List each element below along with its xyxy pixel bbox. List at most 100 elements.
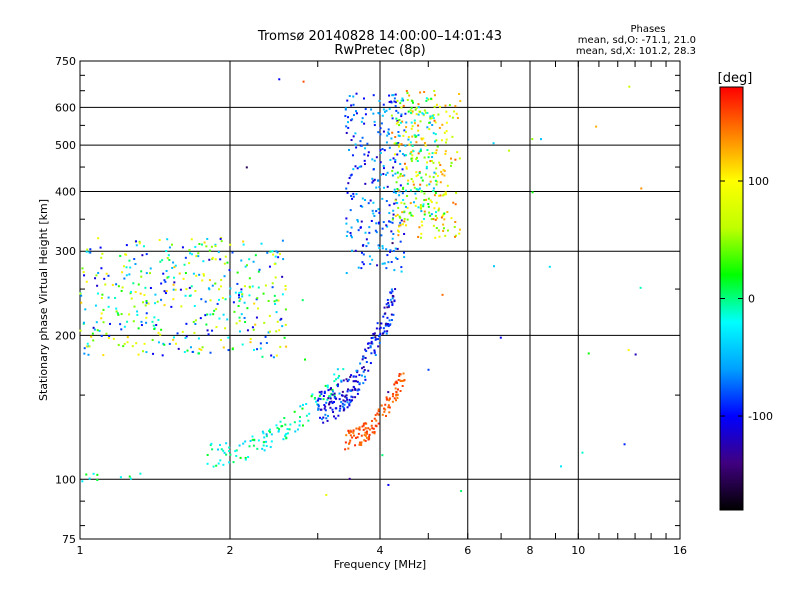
data-point	[137, 283, 140, 286]
data-point	[404, 144, 407, 147]
data-point	[407, 179, 410, 182]
data-point	[394, 247, 397, 250]
data-point	[318, 391, 321, 394]
data-point	[125, 266, 128, 269]
data-point	[402, 134, 405, 137]
data-point	[335, 378, 338, 381]
data-point	[428, 152, 431, 155]
data-point	[354, 388, 357, 391]
data-point	[391, 290, 394, 293]
data-point	[389, 158, 392, 161]
data-point	[357, 220, 360, 223]
data-point	[443, 193, 446, 196]
data-point	[402, 104, 405, 107]
data-point	[351, 399, 354, 402]
data-point	[231, 348, 234, 351]
data-point	[399, 224, 402, 227]
data-point	[454, 235, 457, 238]
data-point	[373, 350, 376, 353]
data-point	[257, 439, 260, 442]
data-point	[188, 262, 191, 265]
data-point	[135, 342, 138, 345]
data-point	[443, 131, 446, 134]
data-point	[394, 387, 397, 390]
data-point	[382, 103, 385, 106]
data-point	[311, 393, 314, 396]
data-point	[394, 191, 397, 194]
data-point	[178, 272, 181, 275]
data-point	[391, 169, 394, 172]
data-point	[315, 400, 318, 403]
data-point	[190, 285, 193, 288]
data-point	[174, 342, 177, 345]
data-point	[353, 380, 356, 383]
data-point	[446, 211, 449, 214]
data-point	[276, 320, 279, 323]
data-point	[252, 348, 255, 351]
data-point	[368, 226, 371, 229]
data-point	[197, 352, 200, 355]
data-point	[284, 423, 287, 426]
data-point	[433, 207, 436, 210]
data-point	[271, 250, 274, 253]
data-point	[374, 414, 377, 417]
data-point	[341, 402, 344, 405]
data-point	[245, 264, 248, 267]
data-point	[206, 453, 209, 456]
data-point	[430, 213, 433, 216]
data-point	[399, 221, 402, 224]
data-point	[357, 229, 360, 232]
data-point	[268, 428, 271, 431]
data-point	[326, 386, 329, 389]
data-point	[333, 373, 336, 376]
data-point	[246, 329, 249, 332]
y-tick-label: 400	[55, 185, 76, 198]
data-point	[396, 388, 399, 391]
data-point	[396, 393, 399, 396]
data-point	[441, 293, 444, 296]
data-point	[425, 97, 428, 100]
data-point	[370, 342, 373, 345]
data-point	[405, 89, 408, 92]
data-point	[371, 258, 374, 261]
data-point	[344, 395, 347, 398]
data-point	[440, 216, 443, 219]
data-point	[102, 308, 105, 311]
y-tick-label: 600	[55, 101, 76, 114]
data-point	[384, 312, 387, 315]
data-point	[329, 387, 332, 390]
data-point	[240, 313, 243, 316]
data-point	[399, 172, 402, 175]
data-point	[405, 154, 408, 157]
data-point	[417, 206, 420, 209]
data-point	[237, 305, 240, 308]
data-point	[409, 202, 412, 205]
data-point	[373, 159, 376, 162]
data-point	[345, 394, 348, 397]
data-point	[441, 214, 444, 217]
data-point	[338, 398, 341, 401]
data-point	[396, 201, 399, 204]
data-point	[373, 349, 376, 352]
data-point	[326, 398, 329, 401]
data-point	[435, 167, 438, 170]
data-point	[393, 397, 396, 400]
data-point	[430, 201, 433, 204]
data-point	[298, 420, 301, 423]
data-point	[207, 333, 210, 336]
data-point	[377, 335, 380, 338]
data-point	[104, 283, 107, 286]
data-point	[370, 219, 373, 222]
data-point	[347, 442, 350, 445]
data-point	[379, 133, 382, 136]
data-point	[278, 252, 281, 255]
data-point	[436, 145, 439, 148]
data-point	[442, 229, 445, 232]
data-point	[412, 183, 415, 186]
data-point	[364, 434, 367, 437]
data-point	[393, 97, 396, 100]
data-point	[377, 338, 380, 341]
data-point	[373, 178, 376, 181]
data-point	[397, 225, 400, 228]
data-point	[133, 305, 136, 308]
